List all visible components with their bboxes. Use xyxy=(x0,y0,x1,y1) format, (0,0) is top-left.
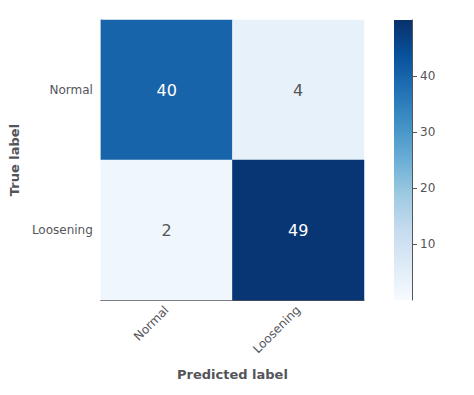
svg-text:Loosening: Loosening xyxy=(32,223,93,237)
svg-text:Normal: Normal xyxy=(49,83,92,97)
svg-text:Loosening: Loosening xyxy=(250,303,303,356)
svg-text:2: 2 xyxy=(162,221,172,240)
svg-text:Normal: Normal xyxy=(131,303,172,344)
svg-text:49: 49 xyxy=(288,221,308,240)
svg-text:30: 30 xyxy=(420,125,435,139)
svg-text:20: 20 xyxy=(420,181,435,195)
svg-text:40: 40 xyxy=(156,81,176,100)
svg-text:True label: True label xyxy=(7,124,22,196)
svg-text:4: 4 xyxy=(293,81,303,100)
svg-text:40: 40 xyxy=(420,69,435,83)
svg-text:10: 10 xyxy=(420,237,435,251)
svg-text:Predicted label: Predicted label xyxy=(177,367,288,382)
